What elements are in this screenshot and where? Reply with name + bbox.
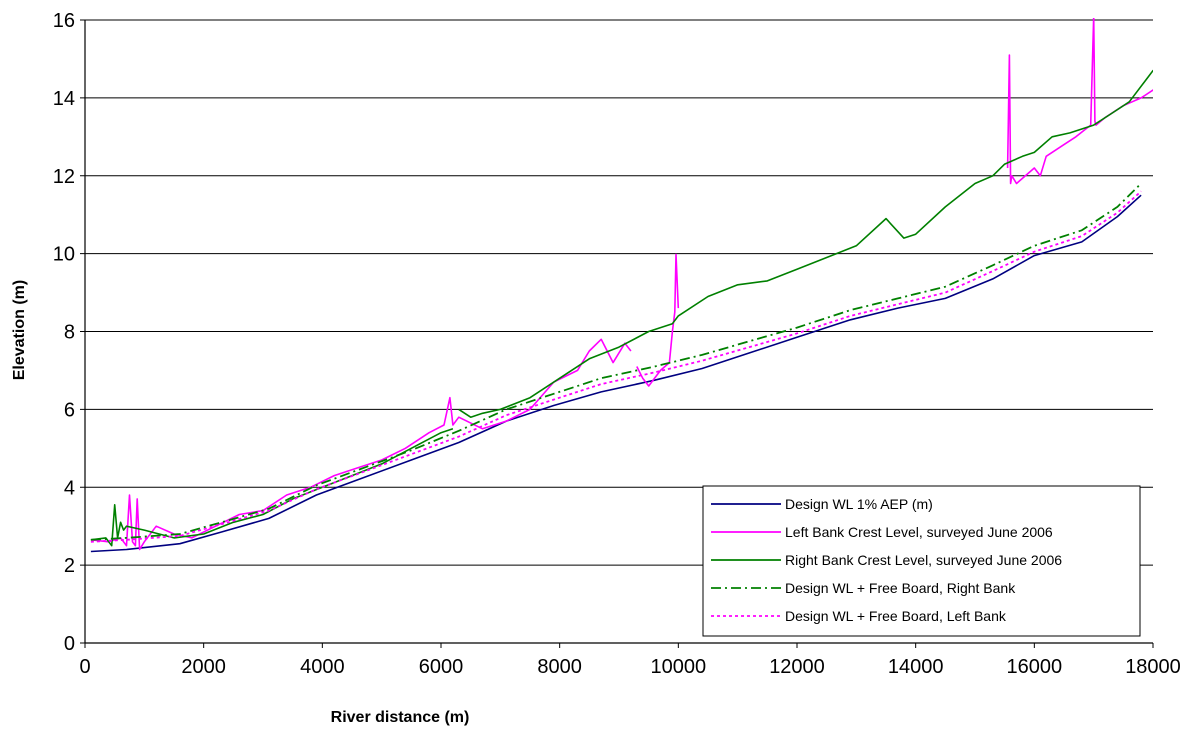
legend-label: Design WL 1% AEP (m) — [785, 496, 933, 512]
gridlines — [85, 19, 1153, 566]
freeboard-left-bank-line — [90, 190, 1142, 543]
y-tick-label: 0 — [64, 633, 75, 655]
y-tick-label: 14 — [53, 88, 75, 110]
legend-label: Design WL + Free Board, Right Bank — [785, 580, 1016, 596]
y-tick-label: 12 — [53, 166, 75, 188]
x-tick-label: 0 — [79, 656, 90, 678]
x-tick-label: 4000 — [300, 656, 345, 678]
y-tick-label: 4 — [64, 477, 75, 499]
y-axis-title: Elevation (m) — [11, 280, 28, 380]
x-tick-label: 14000 — [888, 656, 944, 678]
y-tick-label: 10 — [53, 244, 75, 266]
legend: Design WL 1% AEP (m) Left Bank Crest Leve… — [702, 485, 1141, 637]
y-tick-label: 6 — [64, 399, 75, 421]
axes: 0 2 4 6 8 10 12 14 16 0 2000 4000 6000 8000 10000 12000… — [53, 10, 1181, 678]
legend-label: Design WL + Free Board, Left Bank — [785, 608, 1007, 624]
legend-label: Right Bank Crest Level, surveyed June 20… — [785, 552, 1062, 568]
x-tick-label: 8000 — [537, 656, 582, 678]
left-bank-crest-line — [90, 18, 1153, 551]
right-bank-crest-line — [90, 69, 1153, 547]
design-wl-line — [90, 194, 1142, 553]
x-tick-label: 18000 — [1125, 656, 1181, 678]
x-tick-label: 12000 — [769, 656, 825, 678]
freeboard-right-bank-line — [90, 182, 1142, 541]
legend-box — [702, 485, 1141, 637]
x-axis-title: River distance (m) — [331, 709, 470, 726]
legend-label: Left Bank Crest Level, surveyed June 200… — [785, 524, 1053, 540]
x-tick-label: 6000 — [419, 656, 464, 678]
x-tick-label: 2000 — [181, 656, 226, 678]
x-tick-label: 10000 — [651, 656, 707, 678]
x-tick-label: 16000 — [1007, 656, 1063, 678]
plot-area — [90, 18, 1153, 553]
y-tick-label: 2 — [64, 555, 75, 577]
y-tick-label: 8 — [64, 322, 75, 344]
y-tick-label: 16 — [53, 10, 75, 32]
